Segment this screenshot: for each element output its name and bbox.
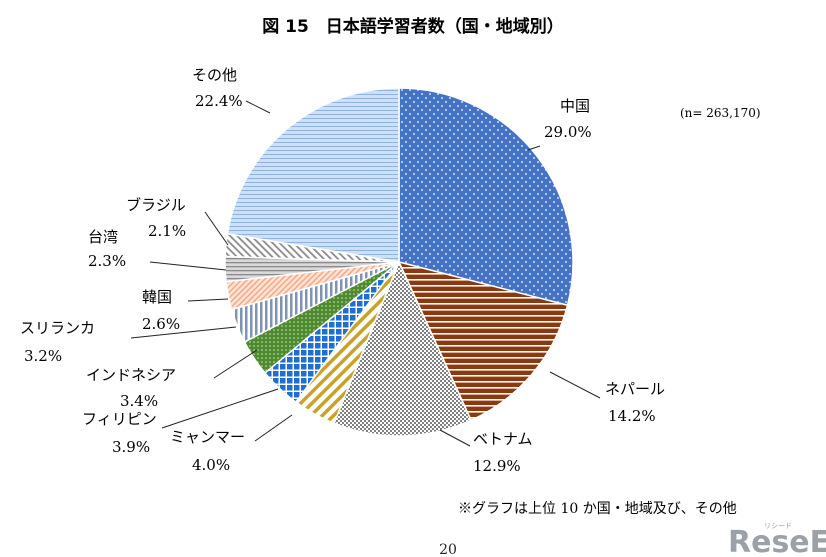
leader-line	[187, 298, 229, 302]
footnote: ※グラフは上位 10 か国・地域及び、その他	[458, 501, 737, 517]
leader-line	[254, 414, 293, 442]
slice-name-label: 中国	[560, 97, 590, 115]
leader-line	[245, 100, 271, 114]
pie-slice	[398, 87, 574, 307]
leader-line	[549, 371, 601, 399]
slice-value-label: 29.0%	[544, 123, 592, 141]
leader-line	[204, 211, 229, 246]
pie-slice	[226, 87, 400, 263]
slice-value-label: 3.9%	[112, 438, 150, 456]
slice-name-label: ミャンマー	[170, 428, 245, 446]
leader-line	[439, 429, 471, 447]
slice-value-label: 2.6%	[142, 315, 180, 333]
slice-name-label: ベトナム	[473, 430, 533, 448]
slice-name-label: その他	[192, 66, 237, 84]
leader-lines	[130, 100, 601, 447]
pie-slice	[397, 260, 569, 422]
pie-slices	[224, 87, 574, 437]
sample-size: (n= 263,170)	[680, 106, 761, 120]
slice-value-label: 3.2%	[24, 347, 62, 365]
slice-name-label: 韓国	[142, 288, 172, 306]
watermark-logo: ReseEd	[728, 525, 826, 557]
slice-name-label: ブラジル	[126, 196, 186, 214]
leader-line	[130, 326, 237, 339]
leader-line	[527, 145, 541, 151]
slice-name-label: フィリピン	[82, 410, 157, 428]
leader-line	[161, 388, 279, 429]
slice-value-label: 22.4%	[195, 92, 243, 110]
slice-value-label: 2.3%	[88, 252, 126, 270]
watermark-subtext: リシード	[764, 522, 792, 530]
slice-value-label: 2.1%	[148, 222, 186, 240]
slice-labels: 中国29.0%ネパール14.2%ベトナム12.9%ミャンマー4.0%フィリピン3…	[20, 66, 665, 475]
slice-value-label: 14.2%	[608, 407, 656, 425]
slice-value-label: 3.4%	[120, 392, 158, 410]
leader-line	[149, 261, 227, 271]
page-number: 20	[439, 542, 457, 557]
chart-title: 図 15 日本語学習者数（国・地域別）	[262, 16, 564, 37]
slice-name-label: ネパール	[605, 380, 665, 398]
slice-value-label: 12.9%	[473, 457, 521, 475]
pie-slice	[332, 260, 473, 437]
slice-name-label: スリランカ	[20, 319, 95, 337]
slice-value-label: 4.0%	[192, 456, 230, 474]
leader-line	[213, 349, 258, 379]
slice-name-label: インドネシア	[86, 366, 176, 384]
slice-name-label: 台湾	[88, 228, 118, 246]
